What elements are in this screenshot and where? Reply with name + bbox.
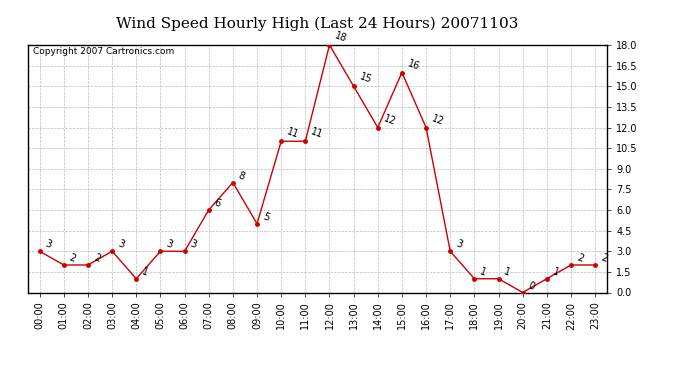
Text: 1: 1 (551, 267, 560, 278)
Text: Copyright 2007 Cartronics.com: Copyright 2007 Cartronics.com (33, 48, 175, 57)
Text: 11: 11 (286, 127, 300, 141)
Text: 1: 1 (141, 267, 150, 278)
Text: 1: 1 (503, 267, 512, 278)
Text: Wind Speed Hourly High (Last 24 Hours) 20071103: Wind Speed Hourly High (Last 24 Hours) 2… (116, 17, 519, 31)
Text: 2: 2 (68, 253, 77, 264)
Text: 0: 0 (527, 280, 536, 292)
Text: 3: 3 (165, 239, 174, 250)
Text: 18: 18 (334, 31, 348, 44)
Text: 3: 3 (189, 239, 198, 250)
Text: 2: 2 (575, 253, 584, 264)
Text: 3: 3 (455, 239, 464, 250)
Text: 12: 12 (431, 113, 445, 127)
Text: 11: 11 (310, 127, 324, 141)
Text: 2: 2 (92, 253, 101, 264)
Text: 16: 16 (406, 58, 421, 72)
Text: 1: 1 (479, 267, 488, 278)
Text: 12: 12 (382, 113, 397, 127)
Text: 3: 3 (44, 239, 53, 250)
Text: 6: 6 (213, 198, 222, 209)
Text: 2: 2 (600, 253, 609, 264)
Text: 3: 3 (117, 239, 126, 250)
Text: 15: 15 (358, 72, 373, 86)
Text: 5: 5 (262, 211, 270, 223)
Text: 8: 8 (237, 170, 246, 182)
